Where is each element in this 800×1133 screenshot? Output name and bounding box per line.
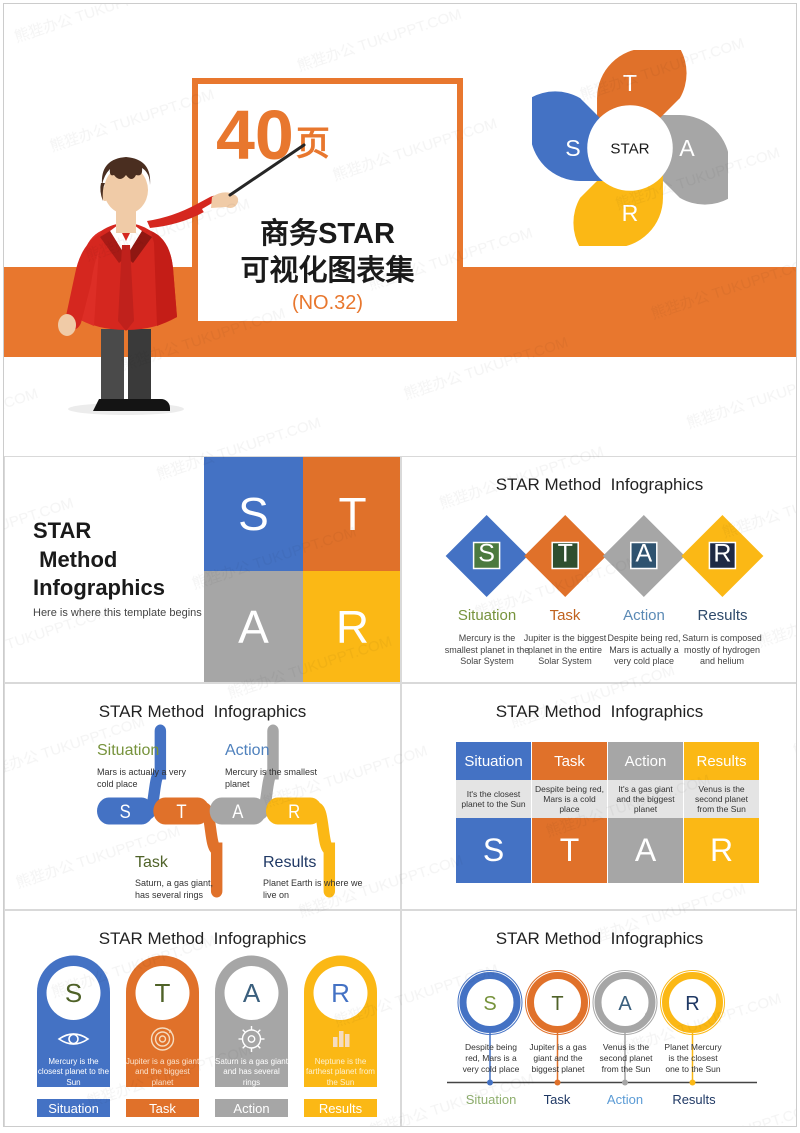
svg-text:S: S	[120, 801, 131, 822]
svg-text:T: T	[176, 801, 186, 822]
svg-text:A: A	[679, 135, 695, 161]
svg-text:T: T	[558, 540, 573, 568]
svg-text:A: A	[232, 801, 243, 822]
svg-text:S: S	[478, 540, 495, 568]
svg-text:T: T	[551, 993, 563, 1015]
svg-text:A: A	[243, 978, 261, 1008]
svg-text:T: T	[623, 70, 637, 96]
svg-text:R: R	[713, 540, 731, 568]
svg-text:R: R	[622, 200, 639, 226]
svg-text:S: S	[483, 993, 496, 1015]
svg-text:STAR: STAR	[610, 140, 649, 157]
svg-text:A: A	[618, 993, 632, 1015]
svg-text:R: R	[331, 978, 350, 1008]
svg-text:A: A	[635, 540, 652, 568]
svg-text:R: R	[288, 801, 300, 822]
svg-text:T: T	[155, 978, 171, 1008]
svg-text:S: S	[65, 978, 82, 1008]
svg-text:R: R	[685, 993, 699, 1015]
svg-text:S: S	[565, 135, 580, 161]
